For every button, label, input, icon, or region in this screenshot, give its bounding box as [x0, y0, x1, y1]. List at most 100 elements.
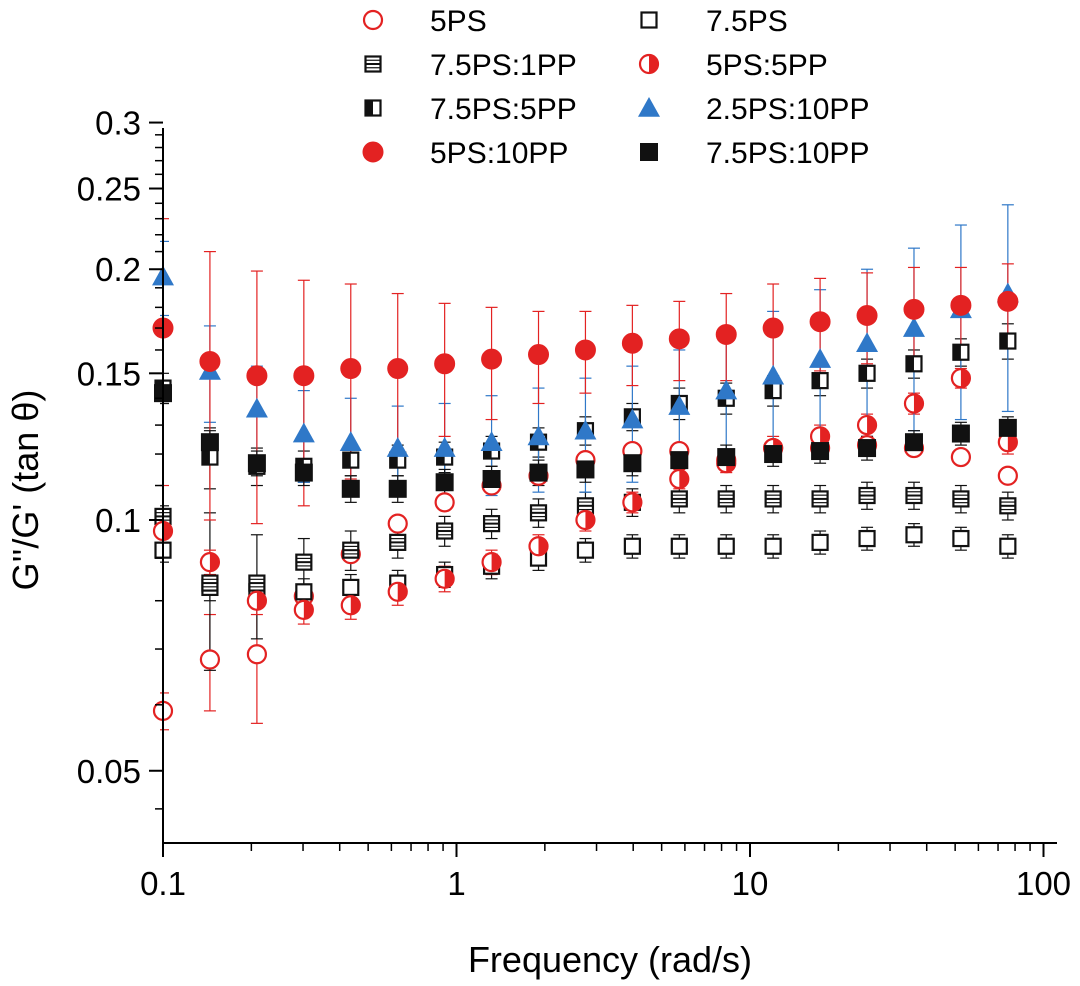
data-point [386, 437, 409, 457]
data-point [246, 365, 268, 387]
data-point [997, 432, 1018, 453]
data-point [715, 323, 737, 345]
data-point [905, 355, 923, 373]
data-point [809, 311, 831, 333]
x-tick-label: 100 [1016, 865, 1071, 902]
data-point [858, 439, 877, 458]
data-point [201, 574, 219, 592]
x-tick-label: 1 [447, 865, 465, 902]
data-point [482, 515, 501, 533]
data-point [387, 358, 409, 380]
data-point [764, 490, 782, 508]
legend-label: 7.5PS [706, 5, 788, 38]
data-point [574, 339, 596, 361]
data-point [856, 332, 879, 353]
data-point [246, 590, 268, 611]
legend-label: 7.5PS:1PP [430, 49, 577, 82]
data-point [575, 509, 596, 531]
data-point [998, 418, 1017, 437]
data-point [342, 451, 360, 469]
data-point [904, 433, 923, 452]
data-point [528, 344, 550, 366]
data-point [199, 649, 221, 670]
data-point [999, 537, 1017, 555]
data-point [669, 468, 690, 490]
legend-marker [640, 11, 658, 29]
data-point [294, 463, 313, 482]
data-point [670, 451, 689, 470]
y-tick-label: 0.05 [77, 753, 141, 790]
data-point [717, 537, 735, 555]
data-point [856, 304, 878, 326]
data-point [434, 492, 455, 513]
legend-marker [364, 99, 382, 117]
data-point [480, 431, 503, 451]
data-point [201, 448, 219, 466]
data-point [670, 537, 688, 555]
data-point [340, 358, 362, 380]
legend-label: 7.5PS:5PP [430, 93, 577, 126]
x-tick-label: 0.1 [140, 865, 186, 902]
y-tick-label: 0.3 [95, 105, 141, 142]
data-point [340, 595, 361, 616]
data-point [293, 365, 315, 387]
data-point [621, 332, 643, 354]
legend-label: 7.5PS:10PP [706, 137, 869, 170]
data-point [342, 541, 360, 559]
data-point [248, 574, 266, 592]
data-point [481, 348, 503, 370]
data-point [389, 533, 407, 551]
data-point [576, 541, 595, 559]
data-point [715, 379, 738, 400]
legend-marker [640, 143, 658, 161]
data-point [762, 317, 784, 339]
data-point [295, 583, 313, 601]
data-point [529, 463, 548, 482]
legend-label: 5PS:5PP [706, 49, 828, 82]
data-point [527, 425, 550, 446]
data-point [809, 426, 831, 447]
data-point [293, 599, 314, 620]
data-point [905, 526, 923, 544]
data-point [950, 368, 972, 389]
data-point [764, 382, 782, 400]
data-point [623, 537, 641, 555]
legend: 5PS 7.5PS 7.5PS:1PP 5PS:5PP 7.5PS:5PP 2.5PS:1… [362, 5, 869, 170]
data-point [764, 445, 783, 464]
y-tick-label: 0.25 [77, 171, 141, 208]
data-point [717, 490, 735, 508]
data-markers [152, 265, 1019, 721]
data-point [811, 372, 829, 390]
data-point [668, 395, 691, 415]
data-point [952, 343, 970, 361]
data-point [576, 460, 595, 479]
data-point [342, 578, 360, 597]
data-point [999, 332, 1017, 350]
legend-marker [638, 53, 660, 75]
legend-marker [364, 55, 382, 73]
data-point [762, 364, 785, 385]
data-point [436, 522, 454, 540]
data-point [434, 568, 455, 589]
data-point [529, 504, 548, 522]
y-tick-label: 0.2 [95, 251, 141, 288]
data-point [199, 552, 221, 573]
data-point [387, 513, 408, 534]
legend-marker [638, 97, 660, 117]
data-point [434, 353, 456, 375]
data-point [952, 529, 970, 548]
data-point [997, 290, 1019, 312]
data-point [999, 497, 1017, 515]
x-tick-label: 10 [732, 865, 769, 902]
ticks: 0.1 1 10 100 0.05 0.1 0.15 0.2 0.25 0.3 [77, 105, 1071, 902]
data-point [433, 437, 456, 457]
data-point [809, 348, 832, 368]
data-point [811, 490, 829, 508]
legend-marker [362, 141, 384, 163]
y-axis-title: G''/G' (tan θ) [5, 390, 46, 591]
data-point [952, 490, 970, 508]
data-point [295, 553, 313, 571]
y-tick-label: 0.1 [95, 502, 141, 539]
data-point [435, 473, 454, 492]
